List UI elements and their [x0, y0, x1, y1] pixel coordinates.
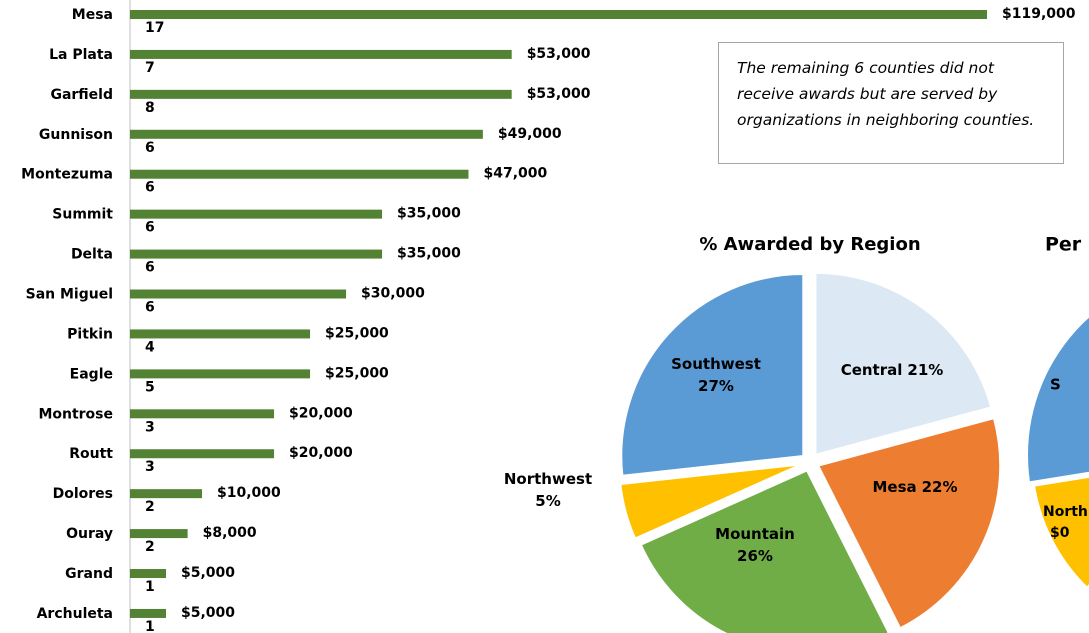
bar: [130, 409, 275, 419]
category-name: Central: [841, 361, 903, 379]
value-label: $53,000: [527, 46, 591, 62]
pie-title: % Awarded by Region: [699, 234, 920, 255]
pie-label: Mesa 22%: [872, 478, 957, 496]
value-label: $49,000: [498, 126, 562, 142]
bar: [130, 49, 512, 59]
category-label: San Miguel: [26, 287, 113, 303]
pie-slice: [816, 416, 1002, 630]
category-name: Mountain: [715, 525, 795, 543]
category-name: Mesa: [872, 478, 916, 496]
percent-label: 21%: [907, 361, 943, 379]
count-label: 6: [145, 140, 155, 156]
value-label: $35,000: [397, 206, 461, 222]
partial-pie: [1028, 317, 1089, 595]
pie-label: Southwest 27%: [671, 355, 761, 395]
category-label: La Plata: [49, 47, 113, 63]
count-label: 6: [145, 300, 155, 316]
percent-label: 26%: [737, 547, 773, 565]
count-label: 17: [145, 20, 164, 36]
pie-label: $0: [1050, 525, 1070, 541]
value-label: $10,000: [217, 485, 281, 501]
pie-slice: [639, 469, 890, 633]
bar: [130, 209, 383, 219]
pie-slice: [814, 271, 993, 457]
count-label: 2: [145, 539, 155, 555]
value-label: $25,000: [325, 325, 389, 341]
bar: [130, 169, 469, 179]
value-label: $8,000: [203, 525, 257, 541]
value-label: $5,000: [181, 565, 235, 581]
count-label: 6: [145, 220, 155, 236]
value-label: $25,000: [325, 365, 389, 381]
count-label: 6: [145, 180, 155, 196]
value-label: $47,000: [483, 166, 547, 182]
category-label: Pitkin: [67, 326, 113, 342]
bar: [130, 569, 167, 579]
bar: [130, 608, 167, 618]
category-label: Montrose: [38, 406, 113, 422]
category-name: Southwest: [671, 355, 761, 373]
category-label: Grand: [65, 566, 113, 582]
value-label: $53,000: [527, 86, 591, 102]
pie-label: Northwest 5%: [504, 470, 592, 510]
pie-slice: [619, 463, 802, 540]
count-label: 1: [145, 579, 155, 595]
percent-label: 27%: [698, 377, 734, 395]
pie-label: Mountain 26%: [715, 525, 795, 565]
pie-slice: [1028, 471, 1089, 595]
category-label: Eagle: [70, 366, 113, 382]
count-label: 5: [145, 379, 155, 395]
count-label: 3: [145, 419, 155, 435]
count-label: 1: [145, 619, 155, 633]
count-label: 8: [145, 100, 155, 116]
value-label: $119,000: [1002, 6, 1076, 22]
pie-slice: [620, 272, 805, 477]
category-label: Gunnison: [39, 127, 113, 143]
pie-label: S: [1050, 376, 1061, 394]
count-label: 7: [145, 60, 155, 76]
category-name: Northwest: [504, 470, 592, 488]
value-label: $20,000: [289, 445, 353, 461]
category-label: Montezuma: [21, 167, 113, 183]
category-label: Garfield: [50, 87, 113, 103]
count-label: 4: [145, 339, 155, 355]
bar: [130, 249, 383, 259]
bar: [130, 129, 483, 139]
category-label: Routt: [69, 446, 113, 462]
pie-title: Per: [1045, 234, 1082, 256]
pie-label: North: [1043, 504, 1088, 520]
count-label: 2: [145, 499, 155, 515]
category-label: Archuleta: [37, 606, 113, 622]
value-label: $30,000: [361, 286, 425, 302]
bar: [130, 529, 188, 539]
bar: [130, 10, 987, 19]
annotation: The remaining 6 counties did not receive…: [718, 42, 1064, 164]
percent-label: 5%: [535, 492, 560, 510]
category-label: Summit: [52, 207, 113, 223]
bar: [130, 329, 311, 339]
bar: [130, 369, 311, 379]
bar: [130, 449, 275, 459]
value-label: $5,000: [181, 605, 235, 621]
count-label: 6: [145, 260, 155, 276]
category-label: Dolores: [53, 486, 113, 502]
bar: [130, 289, 347, 299]
pie-label: Central 21%: [841, 361, 944, 379]
percent-label: 22%: [922, 478, 958, 496]
category-label: Ouray: [66, 526, 113, 542]
bar: [130, 89, 512, 99]
count-label: 3: [145, 459, 155, 475]
value-label: $20,000: [289, 405, 353, 421]
category-label: Delta: [71, 247, 113, 263]
category-label: Mesa: [72, 7, 113, 23]
bar: [130, 489, 203, 499]
value-label: $35,000: [397, 246, 461, 262]
